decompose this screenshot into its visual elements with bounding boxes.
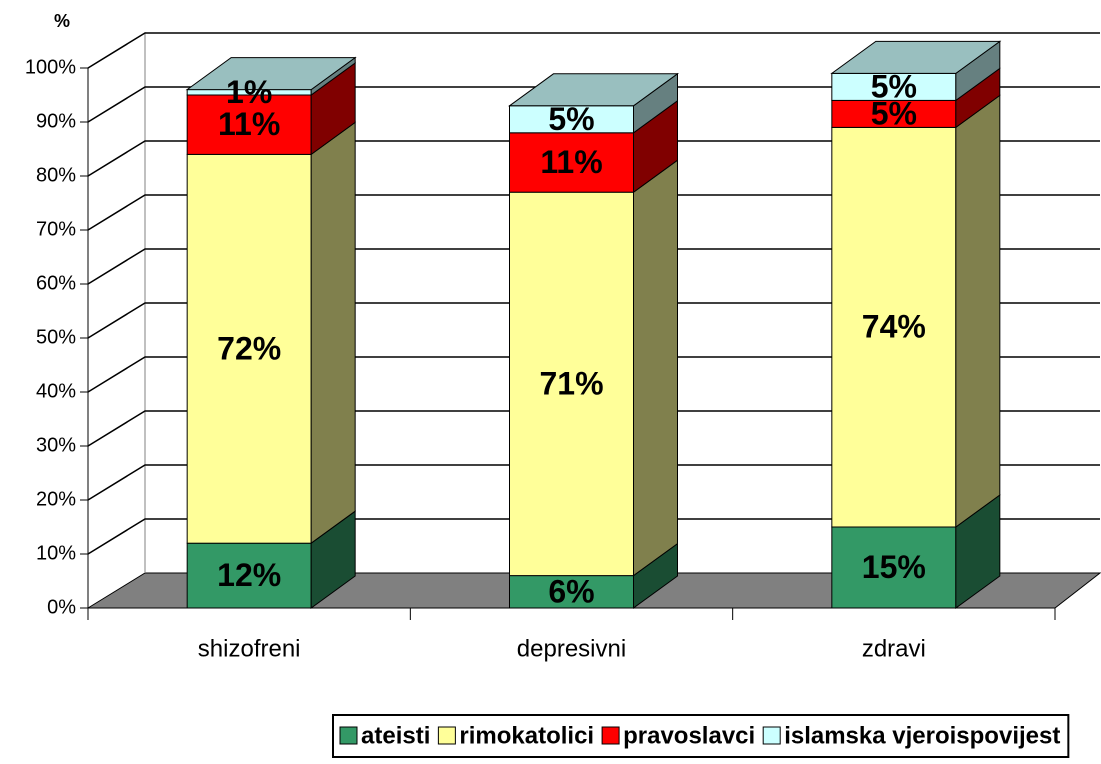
- y-tick-label: 100%: [25, 56, 76, 78]
- bar-segment: [186, 153, 312, 544]
- legend-label: rimokatolici: [459, 722, 594, 749]
- grid-line: [87, 248, 1100, 285]
- data-label: 6%: [548, 573, 594, 609]
- data-label: 15%: [862, 549, 926, 585]
- legend-swatch: [601, 726, 620, 745]
- data-label: 1%: [226, 74, 272, 110]
- grid-line: [87, 140, 1100, 177]
- legend-label: pravoslavci: [623, 722, 755, 749]
- legend-swatch: [437, 726, 456, 745]
- legend-label: ateisti: [361, 722, 430, 749]
- bar-side: [310, 121, 356, 545]
- bar-side: [955, 94, 1001, 528]
- data-label: 5%: [871, 68, 917, 104]
- y-tick-label: 20%: [36, 488, 76, 510]
- data-label: 11%: [218, 106, 280, 142]
- x-tick-label: zdravi: [862, 635, 926, 662]
- legend-label: islamska vjeroispovijest: [784, 722, 1060, 749]
- y-tick-label: 50%: [36, 326, 76, 348]
- grid-line: [87, 32, 1100, 69]
- data-label: 11%: [540, 144, 602, 180]
- grid-line: [87, 464, 1100, 501]
- grid-line: [87, 194, 1100, 231]
- legend-swatch: [339, 726, 358, 745]
- grid-line: [87, 86, 1100, 123]
- y-tick-label: 10%: [36, 542, 76, 564]
- bar-top: [185, 57, 357, 91]
- data-label: 74%: [862, 309, 926, 345]
- grid-line: [87, 302, 1100, 339]
- bar-segment: [831, 126, 957, 528]
- y-tick-label: 60%: [36, 272, 76, 294]
- y-tick-label: 30%: [36, 434, 76, 456]
- grid-line: [87, 518, 1100, 555]
- y-tick-label: 0%: [47, 596, 76, 618]
- bar-top: [507, 73, 680, 107]
- data-label: 5%: [871, 95, 917, 131]
- x-tick-label: shizofreni: [198, 635, 301, 662]
- data-label: 71%: [539, 365, 603, 401]
- grid-line: [87, 410, 1100, 447]
- wall-edge: [87, 32, 146, 573]
- legend-swatch: [762, 726, 781, 745]
- y-tick-label: 80%: [36, 164, 76, 186]
- data-label: 5%: [548, 101, 594, 137]
- y-tick-label: 70%: [36, 218, 76, 240]
- bar-segment: [831, 72, 957, 101]
- x-tick-label: depresivni: [517, 635, 626, 662]
- data-label: 12%: [217, 557, 281, 593]
- y-axis-label: %: [54, 11, 70, 31]
- grid-line: [87, 356, 1100, 393]
- data-label: 72%: [217, 330, 281, 366]
- y-tick-label: 40%: [36, 380, 76, 402]
- bar-segment: [509, 191, 634, 577]
- bar-side: [633, 159, 678, 577]
- bar-top: [830, 40, 1002, 74]
- y-tick-label: 90%: [36, 110, 76, 132]
